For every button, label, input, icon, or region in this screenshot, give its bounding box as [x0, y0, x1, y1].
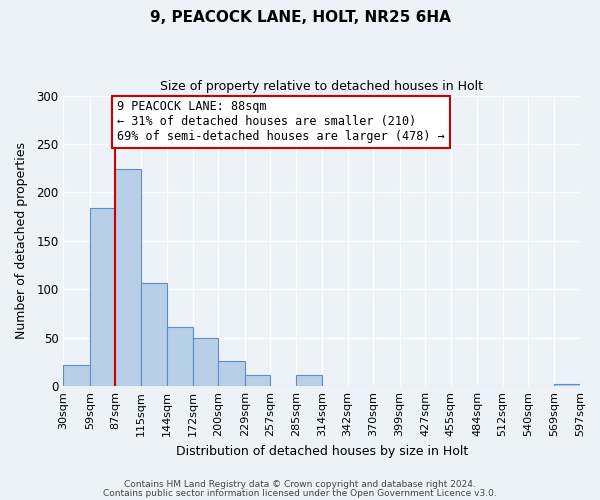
Y-axis label: Number of detached properties: Number of detached properties: [15, 142, 28, 340]
Bar: [296, 374, 322, 386]
Bar: [64, 365, 90, 386]
Title: Size of property relative to detached houses in Holt: Size of property relative to detached ho…: [160, 80, 483, 93]
Bar: [554, 384, 580, 386]
Bar: [167, 327, 193, 386]
Bar: [193, 338, 218, 386]
Bar: [218, 361, 245, 386]
Text: Contains public sector information licensed under the Open Government Licence v3: Contains public sector information licen…: [103, 489, 497, 498]
Text: Contains HM Land Registry data © Crown copyright and database right 2024.: Contains HM Land Registry data © Crown c…: [124, 480, 476, 489]
Bar: [141, 282, 167, 386]
X-axis label: Distribution of detached houses by size in Holt: Distribution of detached houses by size …: [176, 444, 468, 458]
Bar: [115, 169, 141, 386]
Bar: [245, 374, 270, 386]
Text: 9, PEACOCK LANE, HOLT, NR25 6HA: 9, PEACOCK LANE, HOLT, NR25 6HA: [149, 10, 451, 25]
Bar: [90, 208, 115, 386]
Text: 9 PEACOCK LANE: 88sqm
← 31% of detached houses are smaller (210)
69% of semi-det: 9 PEACOCK LANE: 88sqm ← 31% of detached …: [117, 100, 445, 144]
